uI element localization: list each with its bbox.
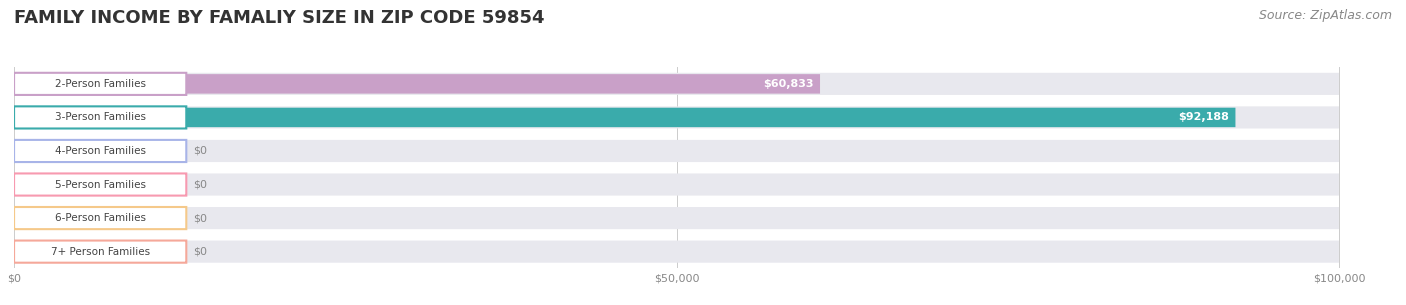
FancyBboxPatch shape bbox=[14, 73, 187, 95]
Text: 5-Person Families: 5-Person Families bbox=[55, 180, 146, 189]
FancyBboxPatch shape bbox=[14, 108, 1236, 127]
Text: 3-Person Families: 3-Person Families bbox=[55, 113, 146, 122]
Text: $60,833: $60,833 bbox=[763, 79, 814, 89]
FancyBboxPatch shape bbox=[14, 174, 187, 196]
Text: 6-Person Families: 6-Person Families bbox=[55, 213, 146, 223]
FancyBboxPatch shape bbox=[14, 207, 1339, 229]
Text: 7+ Person Families: 7+ Person Families bbox=[51, 247, 150, 257]
Text: $0: $0 bbox=[193, 213, 207, 223]
FancyBboxPatch shape bbox=[14, 106, 187, 128]
FancyBboxPatch shape bbox=[14, 73, 1339, 95]
Text: Source: ZipAtlas.com: Source: ZipAtlas.com bbox=[1258, 9, 1392, 22]
FancyBboxPatch shape bbox=[14, 140, 187, 162]
Text: FAMILY INCOME BY FAMALIY SIZE IN ZIP CODE 59854: FAMILY INCOME BY FAMALIY SIZE IN ZIP COD… bbox=[14, 9, 544, 27]
Text: $0: $0 bbox=[193, 247, 207, 257]
FancyBboxPatch shape bbox=[14, 207, 187, 229]
Text: $92,188: $92,188 bbox=[1178, 113, 1229, 122]
Text: $0: $0 bbox=[193, 180, 207, 189]
FancyBboxPatch shape bbox=[14, 106, 1339, 128]
FancyBboxPatch shape bbox=[14, 174, 1339, 196]
FancyBboxPatch shape bbox=[14, 241, 187, 263]
Text: 2-Person Families: 2-Person Families bbox=[55, 79, 146, 89]
FancyBboxPatch shape bbox=[14, 74, 820, 94]
FancyBboxPatch shape bbox=[14, 241, 1339, 263]
Text: 4-Person Families: 4-Person Families bbox=[55, 146, 146, 156]
FancyBboxPatch shape bbox=[14, 140, 1339, 162]
Text: $0: $0 bbox=[193, 146, 207, 156]
